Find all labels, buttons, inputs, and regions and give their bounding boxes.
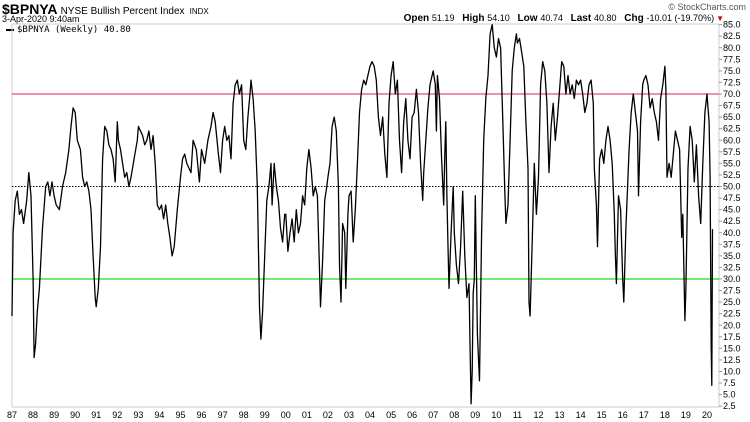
y-tick-label: 72.5 (723, 77, 741, 87)
reference-lines (12, 93, 719, 280)
y-tick-label: 65.0 (723, 112, 741, 122)
high-value: 54.10 (487, 13, 510, 23)
chg-label: Chg (624, 13, 644, 24)
x-tick-label: 08 (449, 410, 459, 420)
x-tick-label: 05 (386, 410, 396, 420)
y-tick-label: 75.0 (723, 66, 741, 76)
x-tick-label: 18 (660, 410, 670, 420)
y-tick-label: 27.5 (723, 286, 741, 296)
x-tick-label: 99 (260, 410, 270, 420)
y-tick-label: 37.5 (723, 239, 741, 249)
y-tick-label: 10.0 (723, 367, 741, 377)
x-tick-label: 96 (197, 410, 207, 420)
y-tick-label: 15.0 (723, 343, 741, 353)
y-tick-label: 45.0 (723, 205, 741, 215)
low-value: 40.74 (540, 13, 563, 23)
bpnya-line (11, 23, 714, 405)
y-tick-label: 60.0 (723, 135, 741, 145)
x-tick-label: 98 (239, 410, 249, 420)
x-tick-label: 12 (533, 410, 543, 420)
x-tick-label: 20 (702, 410, 712, 420)
ohlc-summary: Open 51.19 High 54.10 Low 40.74 Last 40.… (404, 13, 724, 24)
x-tick-label: 88 (28, 410, 38, 420)
y-tick-label: 20.0 (723, 320, 741, 330)
open-value: 51.19 (431, 13, 455, 23)
x-tick-label: 90 (70, 410, 80, 420)
y-tick-label: 35.0 (723, 251, 741, 261)
x-tick-label: 04 (365, 410, 375, 420)
high-label: High (462, 13, 485, 24)
y-tick-label: 52.5 (723, 170, 741, 180)
y-tick-label: 47.5 (723, 193, 741, 203)
y-tick-label: 22.5 (723, 309, 741, 319)
x-tick-label: 17 (639, 410, 649, 420)
y-tick-label: 7.5 (723, 378, 736, 388)
y-tick-label: 55.0 (723, 158, 741, 168)
y-tick-label: 70.0 (723, 89, 741, 99)
x-tick-label: 06 (407, 410, 417, 420)
x-tick-label: 09 (470, 410, 480, 420)
y-tick-label: 42.5 (723, 216, 741, 226)
series-legend: $BPNYA (Weekly) 40.80 (6, 25, 131, 35)
y-tick-label: 2.5 (723, 401, 736, 411)
y-tick-label: 40.0 (723, 228, 741, 238)
x-tick-label: 91 (91, 410, 101, 420)
ticker-symbol: $BPNYA (2, 1, 58, 17)
x-tick-label: 93 (133, 410, 143, 420)
y-tick-label: 12.5 (723, 355, 741, 365)
y-tick-label: 62.5 (723, 124, 741, 134)
legend-label: $BPNYA (Weekly) 40.80 (17, 25, 131, 35)
open-label: Open (403, 13, 430, 24)
x-tick-label: 00 (281, 410, 291, 420)
x-tick-label: 11 (513, 410, 522, 420)
x-tick-label: 13 (555, 410, 565, 420)
stockcharts-watermark: © StockCharts.com (668, 2, 746, 12)
x-tick-label: 95 (175, 410, 185, 420)
y-tick-label: 5.0 (723, 390, 736, 400)
x-tick-label: 19 (681, 410, 691, 420)
last-label: Last (570, 13, 592, 24)
x-tick-label: 97 (218, 410, 228, 420)
y-tick-label: 17.5 (723, 332, 741, 342)
x-tick-label: 03 (344, 410, 354, 420)
last-value: 40.80 (593, 13, 617, 23)
index-name: NYSE Bullish Percent Index (60, 6, 185, 17)
x-tick-label: 01 (302, 410, 312, 420)
chart-datetime: 3-Apr-2020 9:40am (2, 14, 80, 24)
chg-value: -10.01 (-19.70%) (646, 13, 715, 23)
x-tick-label: 07 (428, 410, 438, 420)
x-axis-ticks: 87 88 89 90 91 92 93 94 95 96 97 98 99 00 01 02 03 04 05 06… (7, 410, 712, 420)
x-tick-label: 92 (112, 410, 122, 420)
y-tick-label: 32.5 (723, 262, 741, 272)
x-tick-label: 94 (154, 410, 164, 420)
x-tick-label: 89 (49, 410, 59, 420)
y-tick-label: 67.5 (723, 101, 741, 111)
y-tick-label: 25.0 (723, 297, 741, 307)
y-tick-label: 57.5 (723, 147, 741, 157)
x-tick-label: 10 (491, 410, 501, 420)
low-label: Low (517, 13, 538, 24)
x-tick-label: 14 (576, 410, 586, 420)
y-tick-label: 82.5 (723, 31, 741, 41)
y-tick-label: 85.0 (723, 20, 741, 30)
y-tick-label: 30.0 (723, 274, 741, 284)
down-triangle-icon: ▼ (716, 14, 724, 23)
x-tick-label: 15 (597, 410, 607, 420)
y-tick-label: 80.0 (723, 43, 741, 53)
x-tick-label: 87 (7, 410, 17, 420)
exchange-label: INDX (189, 7, 209, 16)
x-tick-label: 02 (323, 410, 333, 420)
x-tick-label: 16 (618, 410, 628, 420)
y-tick-label: 50.0 (723, 182, 741, 192)
legend-line-swatch-icon (6, 28, 14, 31)
chart-title: $BPNYA NYSE Bullish Percent Index INDX (2, 1, 209, 17)
y-axis-ticks: 85.082.5 80.077.5 75.072.5 70.0 67.565.0 62.5… (719, 20, 741, 411)
y-tick-label: 77.5 (723, 54, 741, 64)
